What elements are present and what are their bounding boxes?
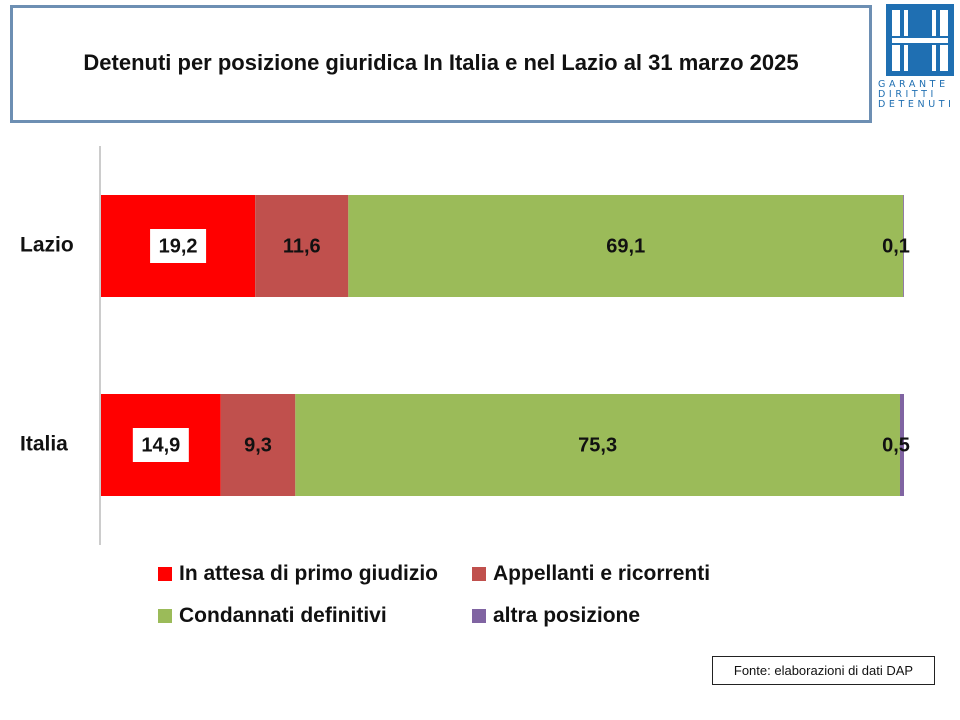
data-label-lazio-1: 11,6 [283, 235, 321, 257]
title-box: Detenuti per posizione giuridica In Ital… [10, 5, 872, 123]
stacked-bar-chart: Lazio 19,2 11,6 69,1 0,1 Italia 14,9 9,3 75,3 0,5 [20, 146, 910, 545]
bar-segment-italia-1 [220, 394, 296, 496]
bar-segment-italia-3 [899, 394, 904, 496]
data-label-background [132, 428, 189, 462]
legend-swatch [158, 567, 172, 581]
data-label-italia-1: 9,3 [244, 434, 272, 456]
bar-segment-lazio-2 [348, 195, 904, 297]
garante-logo: GARANTE DIRITTI DETENUTI [878, 4, 960, 112]
category-label-lazio: Lazio [20, 234, 74, 257]
data-label-lazio-0: 19,2 [159, 235, 198, 257]
bar-segment-lazio-3 [903, 195, 904, 297]
logo-text-line2: DIRITTI [878, 89, 937, 100]
legend-item-attesa: In attesa di primo giudizio [158, 562, 438, 586]
source-text: Fonte: elaborazioni di dati DAP [733, 663, 914, 678]
legend-label: Appellanti e ricorrenti [493, 562, 711, 585]
legend-item-altra: altra posizione [472, 604, 640, 628]
data-label-background [150, 229, 207, 263]
source-note: Fonte: elaborazioni di dati DAP [712, 656, 935, 685]
bar-segment-italia-2 [295, 394, 900, 496]
data-label-lazio-2: 69,1 [606, 235, 645, 257]
legend-label: In attesa di primo giudizio [179, 562, 439, 585]
category-label-italia: Italia [20, 433, 68, 456]
chart-legend: In attesa di primo giudizio Appellanti e… [158, 562, 798, 642]
legend-item-condannati: Condannati definitivi [158, 604, 387, 628]
garante-logo-icon [886, 4, 954, 76]
logo-text-line3: DETENUTI [878, 99, 955, 110]
legend-swatch [472, 609, 486, 623]
legend-label: Condannati definitivi [179, 604, 387, 627]
data-label-italia-3: 0,5 [882, 434, 910, 456]
data-label-italia-2: 75,3 [578, 434, 617, 456]
legend-item-appellanti: Appellanti e ricorrenti [472, 562, 710, 586]
data-label-lazio-3: 0,1 [882, 235, 910, 257]
legend-label: altra posizione [493, 604, 641, 627]
legend-swatch [472, 567, 486, 581]
data-label-italia-0: 14,9 [141, 434, 180, 456]
bar-segment-lazio-1 [255, 195, 349, 297]
logo-text-line1: GARANTE [878, 79, 949, 90]
legend-swatch [158, 609, 172, 623]
chart-title: Detenuti per posizione giuridica In Ital… [83, 50, 799, 75]
